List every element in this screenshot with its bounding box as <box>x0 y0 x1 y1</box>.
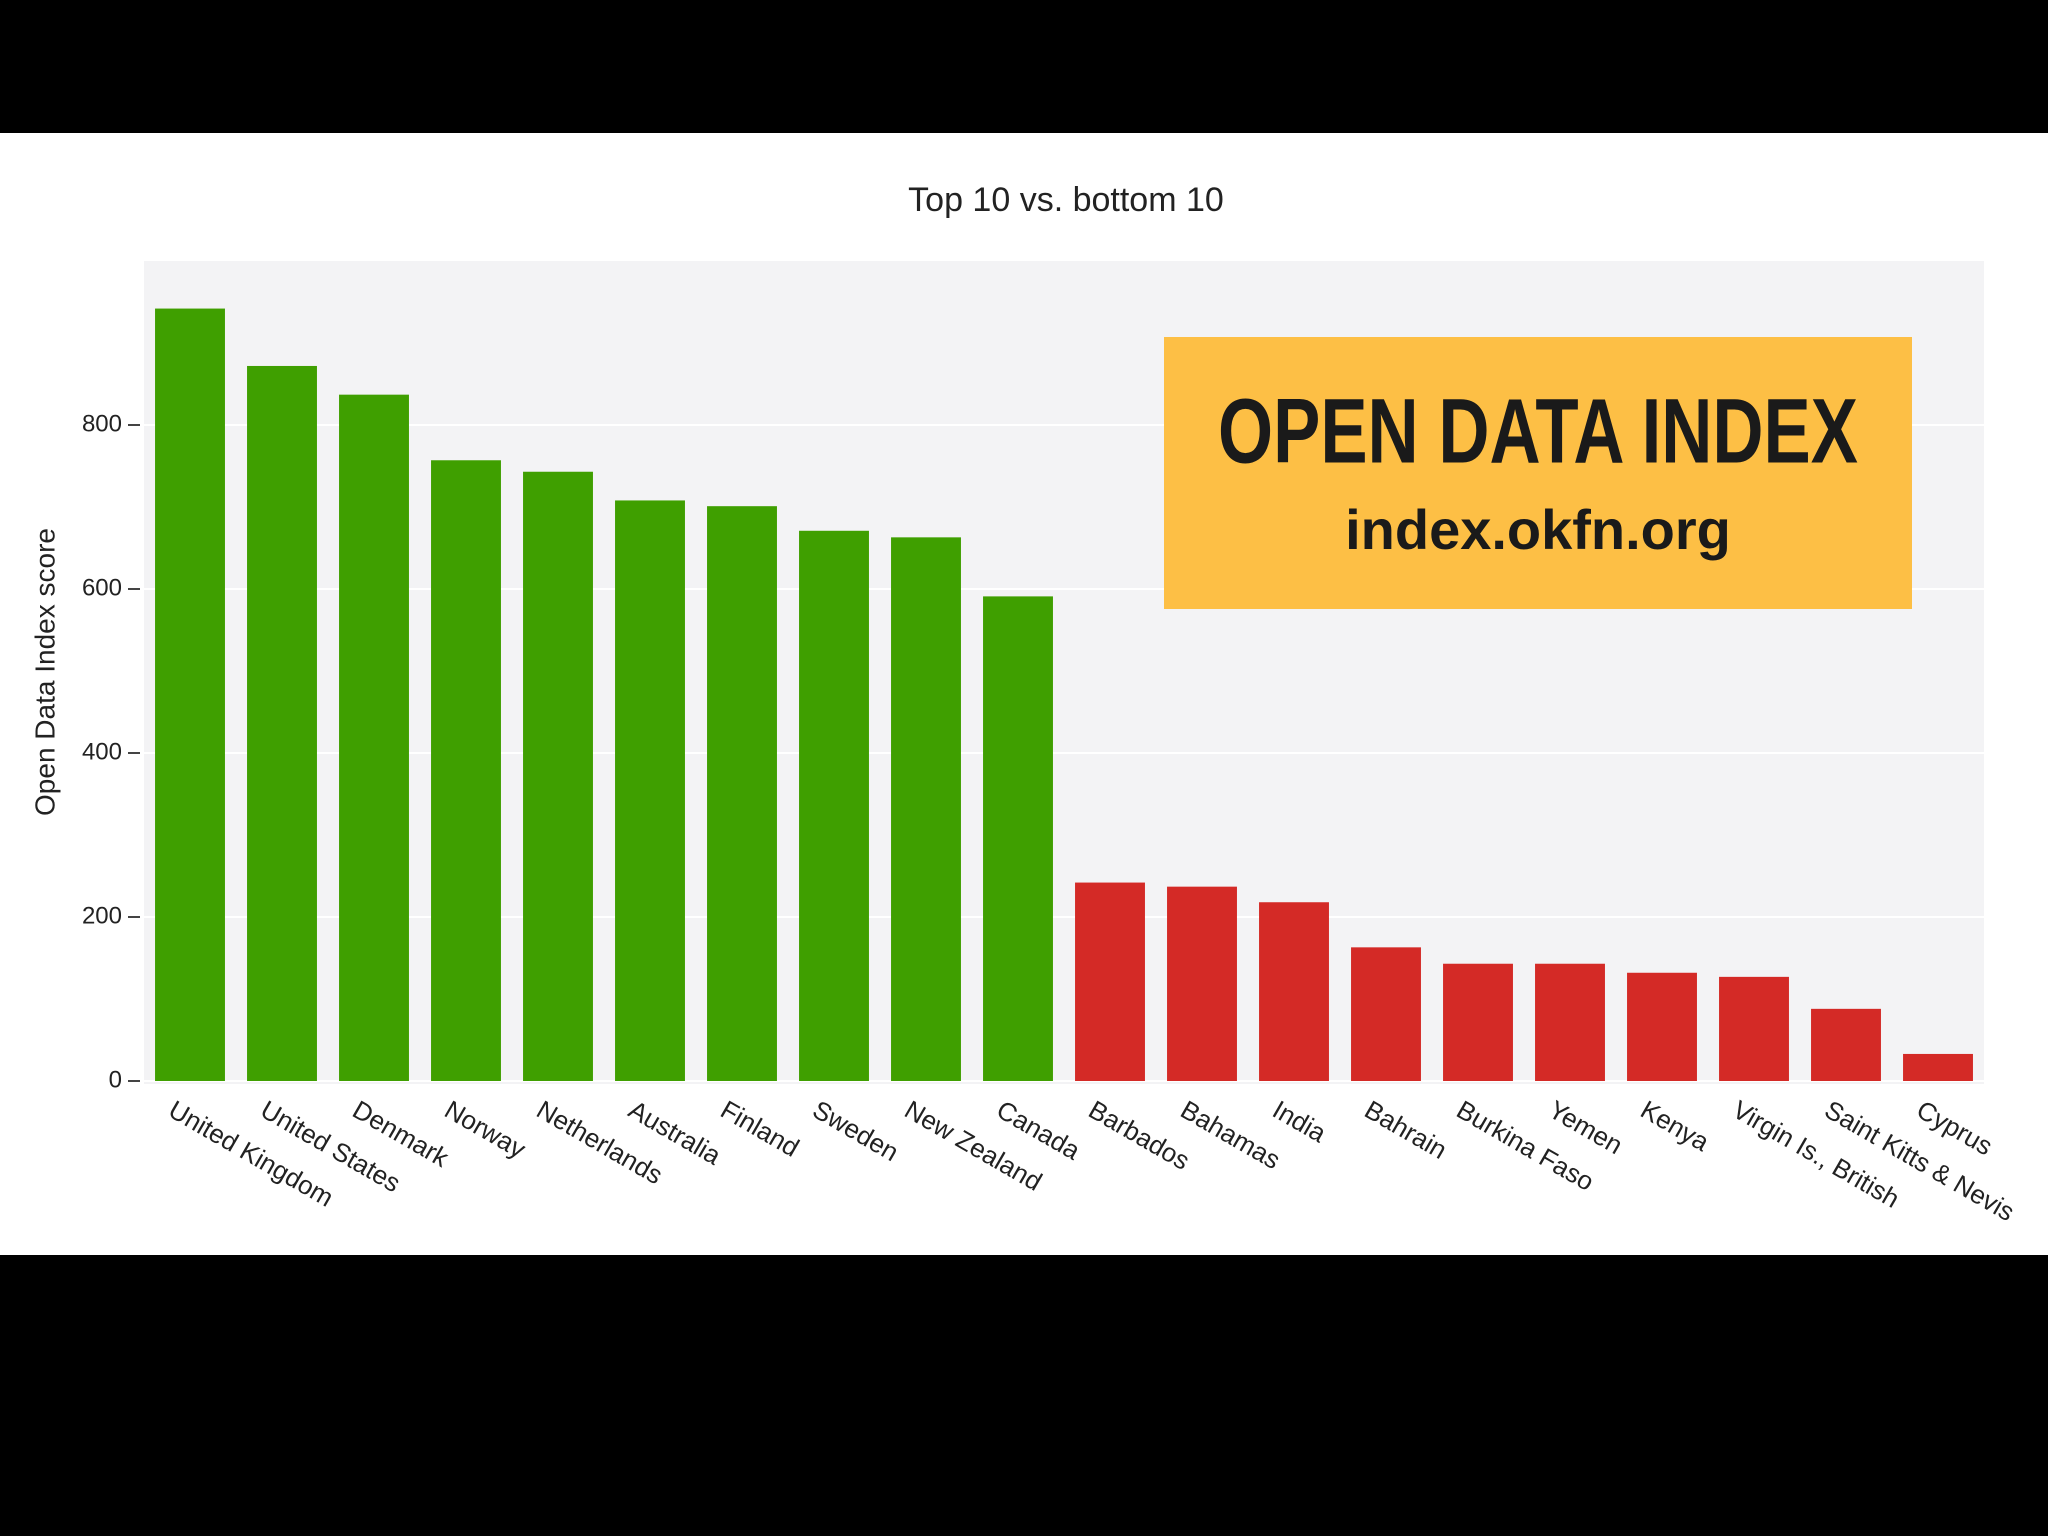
bar <box>523 471 593 1081</box>
bar <box>891 537 961 1081</box>
y-tick-label: 400 <box>82 738 122 765</box>
y-tick-label: 800 <box>82 410 122 437</box>
bar <box>615 500 685 1081</box>
bar <box>339 394 409 1081</box>
bar <box>707 506 777 1081</box>
y-axis-label: Open Data Index score <box>29 528 60 816</box>
badge-title: OPEN DATA INDEX <box>1218 380 1858 482</box>
bar <box>1443 963 1513 1081</box>
badge-url: index.okfn.org <box>1345 498 1731 561</box>
chart-title: Top 10 vs. bottom 10 <box>908 181 1224 219</box>
bar <box>1259 902 1329 1081</box>
bar <box>155 308 225 1081</box>
bar <box>247 365 317 1082</box>
y-tick-label: 200 <box>82 902 122 929</box>
bar <box>983 596 1053 1081</box>
bar <box>1535 963 1605 1081</box>
bar <box>1719 976 1789 1081</box>
bar <box>1811 1008 1881 1081</box>
y-tick-label: 600 <box>82 574 122 601</box>
bar <box>1167 886 1237 1081</box>
bar <box>1351 947 1421 1081</box>
y-tick-label: 0 <box>109 1066 122 1093</box>
bar <box>431 460 501 1081</box>
bar <box>1075 882 1145 1081</box>
bar <box>1903 1053 1973 1081</box>
badge <box>1164 337 1912 609</box>
bar <box>1627 972 1697 1081</box>
bar <box>799 530 869 1081</box>
